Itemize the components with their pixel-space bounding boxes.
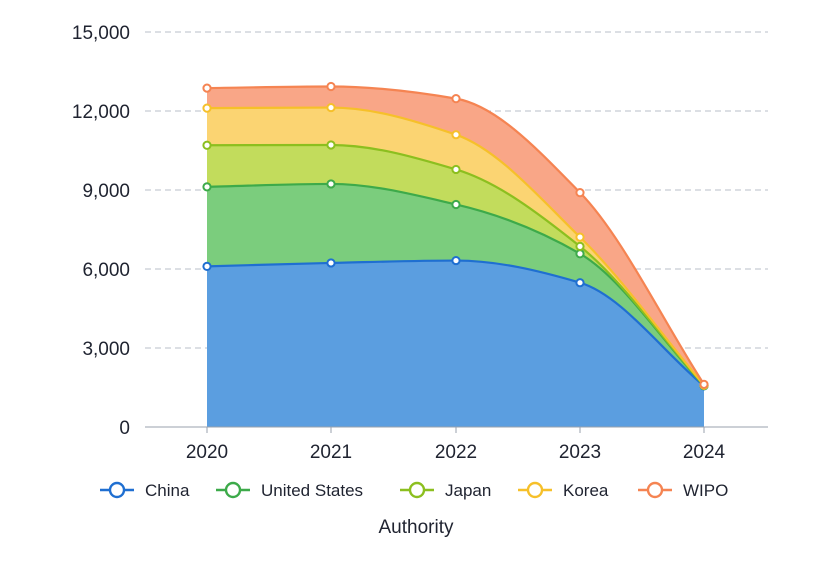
data-point[interactable] <box>327 141 334 148</box>
y-tick-label: 0 <box>119 418 130 439</box>
data-point[interactable] <box>452 166 459 173</box>
data-point[interactable] <box>203 183 210 190</box>
legend-item-china[interactable]: China <box>100 481 190 500</box>
legend-label: United States <box>261 481 363 500</box>
data-point[interactable] <box>576 234 583 241</box>
x-tick-label: 2021 <box>310 442 352 463</box>
y-tick-label: 6,000 <box>82 260 130 281</box>
data-point[interactable] <box>452 131 459 138</box>
data-point[interactable] <box>327 83 334 90</box>
data-point[interactable] <box>576 243 583 250</box>
data-point[interactable] <box>203 142 210 149</box>
data-point[interactable] <box>203 263 210 270</box>
legend-marker <box>528 483 542 497</box>
data-point[interactable] <box>203 105 210 112</box>
legend-label: China <box>145 481 190 500</box>
legend-marker <box>110 483 124 497</box>
data-point[interactable] <box>452 95 459 102</box>
data-point[interactable] <box>700 381 707 388</box>
data-point[interactable] <box>452 257 459 264</box>
x-tick-label: 2022 <box>435 442 477 463</box>
data-point[interactable] <box>452 201 459 208</box>
legend-marker <box>226 483 240 497</box>
x-tick-label: 2023 <box>559 442 601 463</box>
data-point[interactable] <box>576 279 583 286</box>
legend-item-united-states[interactable]: United States <box>216 481 363 500</box>
legend-item-wipo[interactable]: WIPO <box>638 481 728 500</box>
legend-marker <box>648 483 662 497</box>
data-point[interactable] <box>203 84 210 91</box>
y-tick-label: 15,000 <box>72 23 130 44</box>
data-point[interactable] <box>327 259 334 266</box>
data-point[interactable] <box>576 250 583 257</box>
x-axis-title: Authority <box>379 517 454 538</box>
legend-item-japan[interactable]: Japan <box>400 481 491 500</box>
data-point[interactable] <box>327 104 334 111</box>
y-tick-label: 9,000 <box>82 181 130 202</box>
legend-marker <box>410 483 424 497</box>
y-tick-label: 3,000 <box>82 339 130 360</box>
x-tick-label: 2024 <box>683 442 726 463</box>
legend-item-korea[interactable]: Korea <box>518 481 609 500</box>
data-point[interactable] <box>327 180 334 187</box>
legend: China United States Japan Korea WIPO <box>100 481 728 500</box>
legend-label: Japan <box>445 481 491 500</box>
data-point[interactable] <box>576 189 583 196</box>
x-tick-label: 2020 <box>186 442 228 463</box>
stacked-area-chart: 0 3,000 6,000 9,000 12,000 15,000 2020 2021 2022… <box>0 0 832 558</box>
chart: 0 3,000 6,000 9,000 12,000 15,000 2020 2021 2022… <box>0 0 832 558</box>
legend-label: Korea <box>563 481 609 500</box>
legend-label: WIPO <box>683 481 728 500</box>
y-tick-label: 12,000 <box>72 102 130 123</box>
